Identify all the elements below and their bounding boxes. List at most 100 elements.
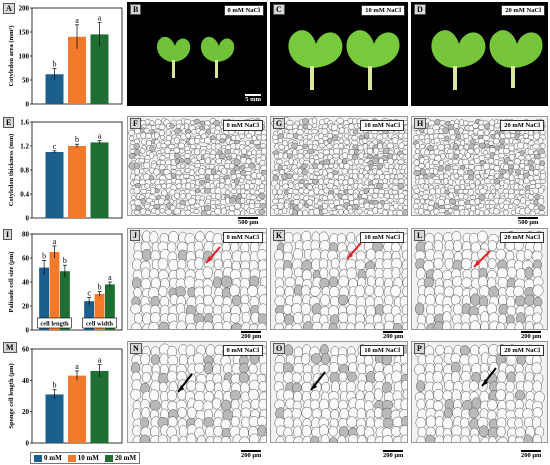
bar (45, 152, 64, 218)
significance-letter: b (42, 251, 46, 260)
cotyledon-pair-illustration (288, 30, 400, 90)
y-axis-label: Cotyledon area (mm²) (8, 25, 15, 86)
y-tick-label: 0 (26, 440, 30, 448)
bar (104, 284, 115, 330)
micrograph-palisade-10mm: 10 mM NaCl (270, 228, 408, 330)
panel-label-p: P (414, 343, 425, 354)
panel-label-b: B (130, 4, 142, 15)
y-tick-label: 20 (22, 408, 30, 416)
significance-letter: a (75, 16, 79, 25)
cotyledon-pair-illustration (431, 30, 543, 90)
micrograph-palisade-0mm: 0 mM NaCl (127, 228, 267, 330)
bar (84, 301, 95, 330)
micrograph-sponge-0mm: 0 mM NaCl (127, 341, 267, 443)
treatment-tag: 10 mM NaCl (360, 232, 404, 243)
y-tick-label: 60 (22, 346, 30, 354)
bar (90, 34, 109, 104)
cell-texture (274, 230, 407, 329)
panel-label-c: C (273, 4, 285, 15)
panel-label-l: L (414, 230, 426, 241)
y-axis-label: Palisade cell size (μm) (8, 252, 15, 313)
micrograph-sponge-10mm: 10 mM NaCl (270, 341, 408, 443)
panel-label-f: F (130, 118, 141, 129)
y-tick-label: 0 (26, 327, 30, 335)
significance-letter: a (108, 273, 112, 282)
panel-label-e: E (3, 117, 15, 128)
cell-texture (414, 230, 544, 329)
panel-label-j: J (130, 230, 140, 241)
micrograph-palisade-20mm: 20 mM NaCl (411, 228, 548, 330)
photo-cotyledons-20mm: 20 mM NaCl (411, 2, 548, 106)
significance-letter: a (75, 362, 79, 371)
panel-label-n: N (130, 343, 142, 354)
group-label-box (37, 317, 72, 329)
significance-letter: c (87, 289, 91, 298)
bar (59, 271, 70, 330)
panel-label-g: G (273, 118, 286, 129)
scale-bar: 500 μm (238, 217, 259, 226)
y-tick-label: 50 (22, 77, 30, 85)
micrograph-section-20mm: 20 mM NaCl (411, 116, 548, 216)
significance-letter: b (63, 256, 67, 265)
scale-bar: 200 μm (521, 450, 542, 459)
cell-texture (130, 230, 266, 329)
y-tick-label: 150 (19, 29, 30, 37)
micrograph-section-10mm: 10 mM NaCl (270, 116, 408, 216)
panel-label-d: D (414, 4, 426, 15)
significance-letter: a (98, 13, 102, 22)
significance-letter: b (98, 283, 102, 292)
bar (45, 74, 64, 104)
scale-bar: 200 μm (241, 331, 262, 340)
y-tick-label: 40 (22, 377, 30, 385)
bar (49, 252, 60, 330)
significance-letter: a (98, 356, 102, 365)
panel-label-o: O (273, 343, 286, 354)
treatment-tag: 20 mM NaCl (500, 232, 544, 243)
treatment-tag: 0 mM NaCl (222, 232, 263, 243)
cell-texture (412, 118, 547, 215)
legend-item-20mm: 20 mM (104, 454, 136, 462)
micrograph-section-0mm: 0 mM NaCl (127, 116, 267, 216)
significance-letter: a (53, 237, 57, 246)
treatment-tag: 0 mM NaCl (223, 5, 264, 16)
cell-texture (271, 117, 407, 215)
treatment-tag: 0 mM NaCl (222, 345, 263, 356)
arrow-head (311, 383, 317, 390)
y-tick-label: 20 (22, 303, 30, 311)
panel-label-k: K (273, 230, 286, 241)
bar (45, 394, 64, 443)
treatment-tag: 20 mM NaCl (500, 345, 544, 356)
significance-letter: b (53, 59, 57, 68)
significance-letter: c (53, 142, 57, 151)
significance-letter: b (75, 135, 79, 144)
arrow-head (474, 260, 480, 267)
photo-cotyledons-10mm: 10 mM NaCl (270, 2, 408, 106)
panel-label-i: I (3, 229, 13, 240)
treatment-tag: 20 mM NaCl (500, 120, 544, 131)
y-tick-label: 0.4 (20, 191, 29, 199)
group-label: cell width (86, 321, 113, 328)
panel-label-h: H (414, 118, 427, 129)
cell-texture (128, 117, 266, 215)
bar (68, 146, 86, 218)
chart-cotyledon-area: 0 50 100 150 200 Cotyledon area (mm²) b a a (8, 5, 123, 109)
micrograph-sponge-20mm: 20 mM NaCl (411, 341, 548, 443)
scale-bar: 5 mm (245, 94, 261, 103)
scale-bar: 200 μm (521, 331, 542, 340)
significance-letter: a (98, 132, 102, 141)
scale-bar: 200 μm (241, 450, 262, 459)
chart-cotyledon-thickness: 0 0.4 0.8 1.2 1.6 Cotyledon thickness (mm) c b a (8, 119, 123, 223)
bar (68, 375, 86, 443)
panel-label-a: A (3, 3, 15, 14)
y-tick-label: 80 (22, 231, 30, 239)
photo-cotyledons-0mm: 0 mM NaCl 5 mm (127, 2, 267, 106)
y-tick-label: 1.6 (20, 119, 29, 127)
group-label: cell length (40, 321, 69, 328)
y-tick-label: 0 (26, 215, 30, 223)
chart-sponge-cell-length: 0 20 40 60 Sponge cell length (μm) b a a (8, 346, 123, 448)
scale-bar: 200 μm (383, 450, 404, 459)
panel-label-m: M (3, 342, 17, 353)
y-tick-label: 60 (22, 255, 30, 263)
y-axis-label: Sponge cell length (μm) (8, 363, 15, 428)
